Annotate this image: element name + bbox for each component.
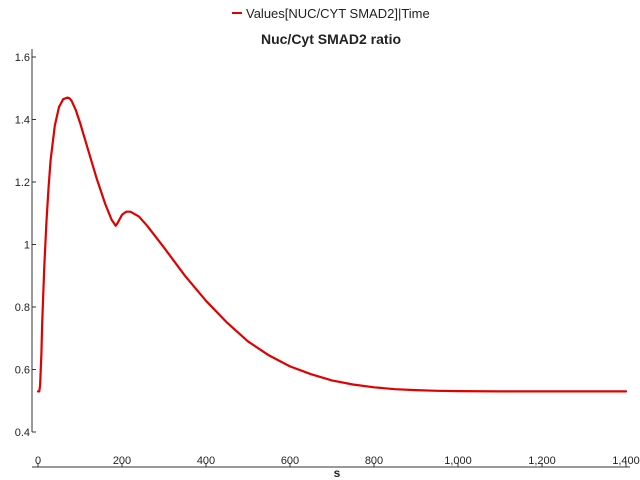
x-tick-label: 1,000: [444, 455, 472, 467]
y-tick-label: 0.6: [15, 365, 30, 377]
y-tick-label: 1.6: [15, 52, 30, 64]
x-tick-label: 1,200: [528, 455, 556, 467]
axes: 0.4 0.6 0.8 1 1.2 1.4 1.6 0 200 400 600 800 1,000 1,2…: [15, 49, 640, 468]
chart-title: Nuc/Cyt SMAD2 ratio: [261, 31, 401, 47]
y-tick-label: 0.4: [15, 427, 30, 439]
x-tick-label: 200: [113, 455, 131, 467]
legend-label: Values[NUC/CYT SMAD2]|Time: [246, 6, 430, 21]
plot-area: [36, 96, 628, 393]
x-axis-label: s: [334, 466, 341, 480]
y-tick-label: 1.2: [15, 177, 30, 189]
x-tick-label: 800: [365, 455, 383, 467]
x-tick-label: 400: [197, 455, 215, 467]
x-tick-label: 1,400: [612, 455, 640, 467]
legend: Values[NUC/CYT SMAD2]|Time: [232, 6, 430, 21]
x-tick-label: 0: [35, 455, 41, 467]
y-tick-label: 1: [24, 240, 30, 252]
y-tick-label: 1.4: [15, 115, 30, 127]
y-tick-label: 0.8: [15, 302, 30, 314]
series-line: [36, 96, 628, 393]
x-tick-label: 600: [281, 455, 299, 467]
